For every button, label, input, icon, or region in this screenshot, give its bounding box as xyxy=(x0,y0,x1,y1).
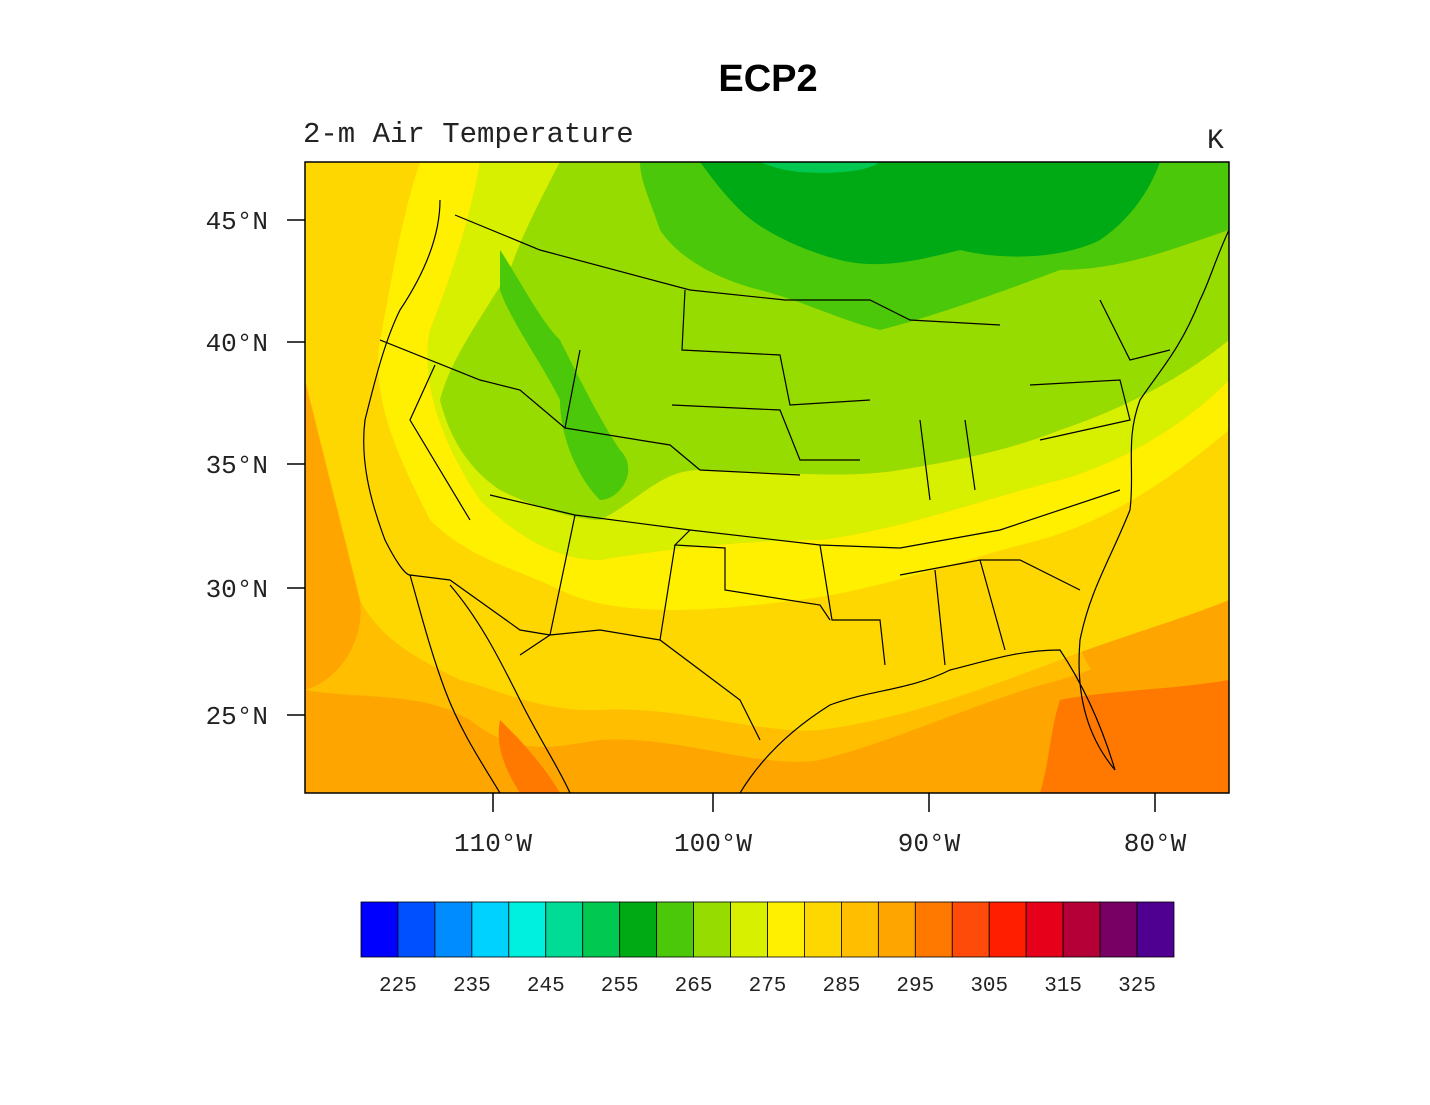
gulf-coastline xyxy=(739,649,1116,793)
canada-border xyxy=(454,214,1001,326)
band-275 xyxy=(427,162,1229,560)
band-270 xyxy=(440,162,1229,520)
lon-label-110: 110°W xyxy=(454,829,532,859)
colorbar-swatch xyxy=(730,901,768,958)
colorbar-swatch xyxy=(508,901,547,958)
colorbar-label: 275 xyxy=(749,975,787,998)
state-line-2 xyxy=(409,364,471,521)
lat-label-25: 25°N xyxy=(206,702,268,732)
colorbar-label: 325 xyxy=(1118,975,1156,998)
state-line-12 xyxy=(899,559,1081,591)
colorbar-swatch xyxy=(1025,901,1064,958)
state-line-4 xyxy=(564,349,801,476)
colorbar-swatch xyxy=(841,901,879,958)
colorbar-swatch xyxy=(951,901,990,958)
lat-label-30: 30°N xyxy=(206,575,268,605)
political-boundaries xyxy=(363,199,1229,793)
colorbar-swatch xyxy=(1136,901,1175,958)
lat-label-45: 45°N xyxy=(206,207,268,237)
longitude-axis: 110°W 100°W 90°W 80°W xyxy=(454,793,1187,859)
baja-coastline xyxy=(409,574,501,793)
state-line-5 xyxy=(681,289,871,406)
band-260 xyxy=(700,162,1160,265)
units-label: K xyxy=(1207,126,1224,157)
state-line-1 xyxy=(379,339,566,429)
pacific-coastline xyxy=(363,199,441,576)
colorbar-swatch xyxy=(988,901,1027,958)
colorbar-swatch xyxy=(693,901,731,958)
colorbar-label: 265 xyxy=(675,975,713,998)
colorbar-label: 305 xyxy=(970,975,1008,998)
colorbar-swatch xyxy=(582,901,621,958)
colorbar-label: 315 xyxy=(1044,975,1082,998)
colorbar-swatch xyxy=(804,901,842,958)
lon-label-90: 90°W xyxy=(898,829,961,859)
atlantic-coastline xyxy=(1078,229,1229,771)
band-285 xyxy=(305,162,1229,731)
state-line-6 xyxy=(671,404,860,461)
state-line-13 xyxy=(934,569,946,666)
colorbar-swatch xyxy=(471,901,510,958)
colorbar-swatch xyxy=(1062,901,1101,958)
colorbar-label: 255 xyxy=(601,975,639,998)
colorbar-label: 235 xyxy=(453,975,491,998)
colorbar-swatch xyxy=(619,901,658,958)
map-title: ECP2 xyxy=(718,58,818,100)
state-line-9 xyxy=(659,544,676,641)
state-line-16 xyxy=(919,419,976,501)
colorbar-swatch xyxy=(877,901,916,958)
state-line-10 xyxy=(819,544,886,666)
map-frame xyxy=(304,161,1230,794)
state-line-11 xyxy=(899,489,1121,549)
mexico-west-coast xyxy=(449,584,571,793)
lat-label-35: 35°N xyxy=(206,451,268,481)
band-300 xyxy=(1040,680,1229,793)
lon-label-100: 100°W xyxy=(674,829,752,859)
colorbar-swatch xyxy=(914,901,953,958)
band-295 xyxy=(305,600,1229,793)
band-280 xyxy=(378,162,1229,610)
temperature-field xyxy=(305,162,1229,793)
colorbar-label: 295 xyxy=(896,975,934,998)
colorbar-swatch xyxy=(767,901,805,958)
band-300-mexico xyxy=(498,720,560,793)
colorbar-label: 245 xyxy=(527,975,565,998)
band-295-pacific xyxy=(305,380,361,690)
colorbar-swatch xyxy=(656,901,694,958)
lon-label-80: 80°W xyxy=(1124,829,1187,859)
colorbar-swatch xyxy=(360,901,399,958)
state-line-8 xyxy=(549,514,576,636)
colorbar-swatch xyxy=(1099,901,1138,958)
band-255 xyxy=(760,162,880,173)
band-265-rockies xyxy=(500,250,629,500)
colorbar-label: 225 xyxy=(379,975,417,998)
colorbar-labels: 225 235 245 255 265 275 285 295 305 315 325 xyxy=(379,975,1156,998)
lat-label-40: 40°N xyxy=(206,329,268,359)
state-line-17 xyxy=(1099,299,1171,361)
colorbar-swatch xyxy=(434,901,473,958)
colorbar xyxy=(360,901,1175,958)
sw-border xyxy=(409,574,551,636)
state-line-7 xyxy=(673,529,831,621)
colorbar-label: 285 xyxy=(823,975,861,998)
colorbar-swatch xyxy=(545,901,584,958)
latitude-axis: 45°N 40°N 35°N 30°N 25°N xyxy=(206,207,305,732)
state-line-14 xyxy=(979,559,1006,651)
colorbar-swatch xyxy=(397,901,436,958)
variable-subtitle: 2-m Air Temperature xyxy=(303,118,634,151)
state-line-15 xyxy=(1029,379,1131,441)
